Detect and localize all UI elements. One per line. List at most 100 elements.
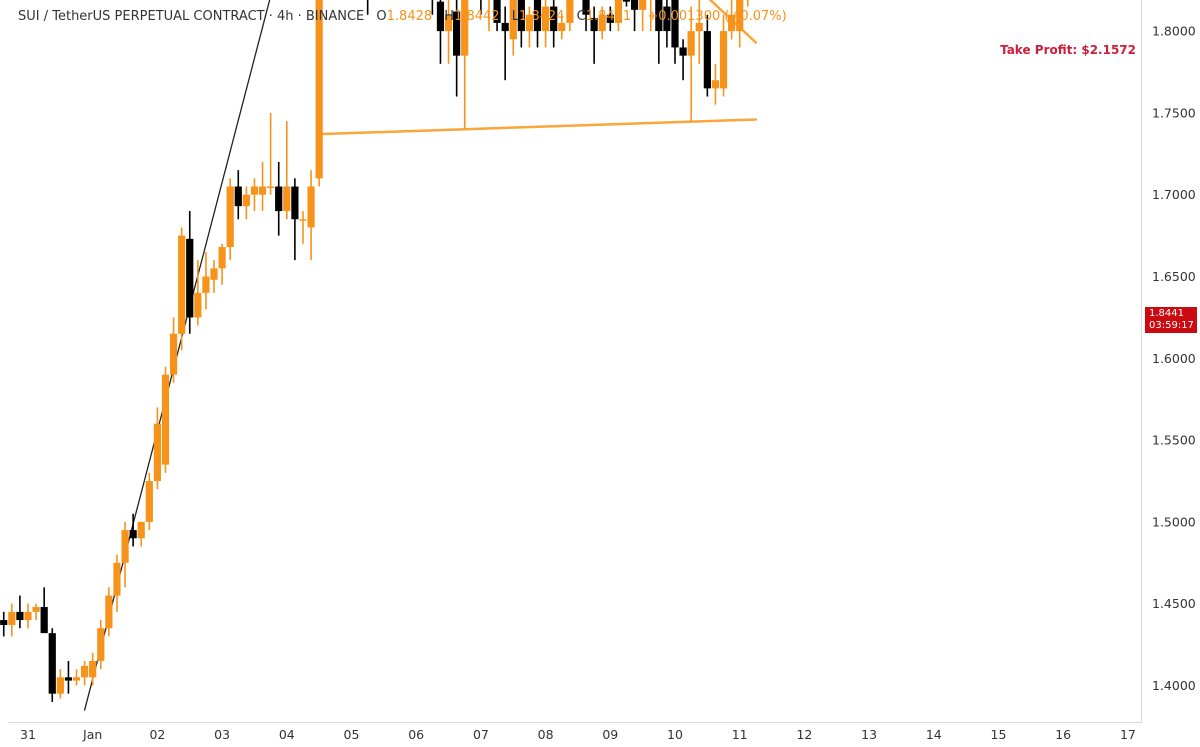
candle (315, 0, 323, 187)
candle (655, 0, 663, 64)
x-tick-label: 06 (408, 727, 424, 742)
candle-body (614, 0, 622, 23)
candle (687, 6, 695, 122)
candle-body (0, 620, 8, 625)
x-tick-label: 16 (1055, 727, 1071, 742)
x-tick-label: 09 (602, 727, 618, 742)
candle (210, 260, 218, 293)
candle-body (218, 247, 226, 269)
candle-body (258, 186, 267, 195)
candle-body (105, 595, 113, 629)
candle-body (89, 660, 97, 678)
drawing-layer (83, 0, 758, 711)
candle-body (202, 276, 210, 293)
x-tick-label: 31 (20, 727, 36, 742)
candle (542, 0, 550, 48)
candle (250, 178, 259, 212)
low-value: 1.8424 (518, 9, 565, 24)
y-tick-label: 1.8000 (1152, 24, 1196, 39)
candle (218, 243, 226, 285)
candle-body (194, 292, 202, 318)
candle-body (622, 0, 631, 2)
candle-body (113, 562, 121, 596)
candle-body (461, 0, 469, 56)
y-tick-label: 1.7500 (1152, 105, 1196, 120)
candle-body (728, 14, 736, 32)
candle (113, 554, 121, 612)
candle-body (606, 14, 614, 23)
candle-body (81, 665, 89, 678)
y-tick-label: 1.4000 (1152, 678, 1196, 693)
low-label: L (511, 9, 519, 24)
candle (267, 112, 275, 195)
candle-body (40, 606, 48, 634)
y-tick-label: 1.6000 (1152, 351, 1196, 366)
chart-header: SUI / TetherUS PERPETUAL CONTRACT · 4h ·… (18, 9, 787, 24)
candle (566, 0, 574, 32)
candle (121, 521, 129, 588)
candle (488, 0, 490, 32)
y-tick-label: 1.7000 (1152, 187, 1196, 202)
candle-body (663, 6, 671, 32)
candle-body (517, 0, 525, 32)
candle-body (736, 0, 744, 32)
candle (711, 63, 720, 105)
candle (226, 178, 234, 261)
candle (56, 669, 64, 699)
candle-body (719, 31, 728, 89)
x-tick-label: 04 (279, 727, 295, 742)
candle-body (64, 677, 73, 681)
candle-body (703, 31, 711, 89)
close-value: 1.8441 (585, 9, 632, 24)
candle-body (566, 0, 574, 23)
candle (275, 161, 283, 236)
close-label: C (576, 9, 586, 24)
candle (501, 6, 509, 81)
candle (431, 0, 434, 15)
candle (97, 620, 105, 670)
candle (178, 227, 186, 351)
candle-body (679, 47, 687, 56)
candle (746, 0, 749, 7)
candle (703, 14, 711, 97)
candle-body (48, 633, 56, 694)
x-tick-label: Jan (82, 727, 102, 742)
candle-body (291, 186, 299, 220)
candle-body (436, 1, 445, 32)
high-value: 1.8442 (454, 9, 500, 24)
candle (639, 0, 647, 32)
y-tick-label: 1.4500 (1152, 596, 1196, 611)
candle (509, 0, 517, 56)
candle-body (32, 606, 40, 612)
candle-body (72, 677, 81, 681)
candle-body (558, 22, 566, 32)
candle-body (655, 0, 663, 32)
candle-body (542, 6, 550, 32)
candle (453, 0, 461, 97)
candle (283, 121, 291, 220)
candle (728, 0, 736, 40)
candle-body (145, 481, 153, 522)
y-tick-label: 1.5000 (1152, 514, 1196, 529)
candle (671, 0, 679, 64)
candle (105, 587, 113, 637)
candle-body (671, 0, 679, 48)
candle (590, 6, 598, 64)
candle (695, 0, 703, 64)
candle (48, 628, 56, 702)
candle-body (299, 219, 307, 221)
open-label: O (376, 9, 387, 24)
candle (24, 603, 32, 629)
candle-body (283, 186, 291, 212)
symbol-title: SUI / TetherUS PERPETUAL CONTRACT · 4h ·… (18, 9, 365, 24)
candle-body (590, 18, 598, 32)
candle (550, 0, 558, 48)
candle (64, 660, 73, 694)
high-label: H (444, 9, 455, 24)
candle-body (24, 611, 32, 621)
candle (533, 0, 542, 48)
candle (72, 669, 81, 686)
candle-body (598, 14, 606, 32)
candle (614, 0, 622, 32)
